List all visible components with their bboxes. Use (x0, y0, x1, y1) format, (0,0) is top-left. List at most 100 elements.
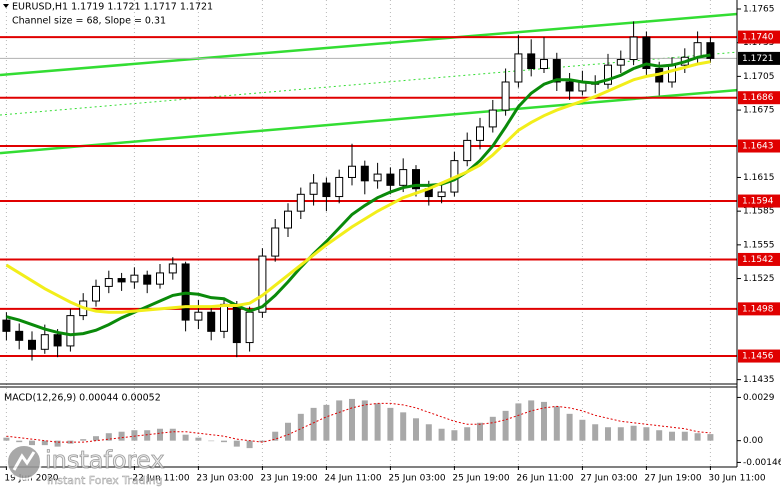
macd-bar (41, 440, 48, 446)
x-tick-label: 24 Jun 11:00 (324, 474, 381, 484)
macd-bar (157, 428, 163, 441)
candle-body (53, 334, 62, 347)
level-box (738, 252, 780, 266)
macd-title: MACD(12,26,9) 0.00044 0.00052 (4, 393, 161, 404)
macd-bar (438, 428, 445, 441)
y-tick-label: 1.1555 (743, 240, 775, 250)
y-tick-label: 1.1435 (743, 375, 775, 385)
macd-bar (387, 407, 394, 441)
candle-body (232, 303, 241, 344)
candle-body (437, 191, 446, 198)
macd-bar (477, 422, 483, 441)
macd-bar (131, 430, 138, 441)
grid (5, 0, 711, 466)
macd-bar (605, 427, 611, 441)
candle-body (540, 59, 548, 70)
macd-bar (336, 400, 343, 441)
candle-body (604, 64, 612, 85)
y-tick-label: 1.1525 (743, 274, 775, 284)
y-tick-label: 1.1765 (743, 4, 775, 14)
macd-bar (54, 440, 61, 447)
macd-bar (233, 440, 240, 447)
current-price-label: 1.1721 (742, 54, 774, 64)
macd-bar (515, 403, 522, 441)
candle-body (258, 255, 267, 313)
candle-body (220, 303, 228, 332)
candle-body (207, 311, 216, 332)
logo-icon-mark (12, 451, 36, 471)
logo-name: instaforex (45, 446, 165, 474)
candle-body (616, 59, 625, 66)
candle-body (514, 53, 523, 83)
candle-body (693, 42, 702, 58)
logo-tagline: Instant Forex Trading (47, 474, 163, 487)
y-tick-label: 1.1675 (743, 106, 775, 116)
x-tick-label: 22 Jun 11:00 (132, 474, 189, 484)
y-tick-label: 1.1705 (743, 72, 775, 82)
moving-average (6, 53, 711, 337)
macd-bar (105, 433, 112, 441)
macd-bar (182, 434, 189, 441)
macd-bar (528, 400, 535, 441)
macd-bar (221, 440, 227, 443)
macd-bar (195, 437, 202, 441)
current-price-box (738, 51, 780, 65)
macd-bar (617, 427, 624, 441)
level-label: 1.1542 (742, 255, 774, 265)
candle-body (463, 139, 472, 162)
channel-line (0, 88, 738, 155)
logo-icon (6, 444, 42, 480)
macd-bar (259, 440, 266, 443)
level-label: 1.1686 (742, 93, 774, 103)
x-tick-label: 27 Jun 19:00 (644, 474, 701, 484)
level-label: 1.1456 (742, 352, 774, 362)
macd-bar (310, 407, 317, 441)
x-tick-label: 27 Jun 03:00 (580, 474, 637, 484)
level-box (738, 194, 780, 208)
x-tick-label: 23 Jun 03:00 (196, 474, 253, 484)
macd-bar (592, 424, 599, 441)
macd-bar (144, 430, 151, 441)
macd-bar (361, 400, 368, 441)
candle-body (552, 59, 561, 83)
level-box (738, 349, 780, 363)
candle-body (527, 53, 536, 70)
macd-bar (566, 413, 573, 441)
channel-line (0, 51, 738, 116)
macd-panel (3, 398, 714, 449)
x-tick-label: 26 Jun 11:00 (516, 474, 573, 484)
level-box (738, 91, 780, 105)
candle-body (476, 126, 484, 141)
candle-body (143, 274, 152, 285)
candle-body (15, 330, 24, 341)
macd-signal (6, 402, 711, 443)
macd-bar (451, 430, 458, 441)
macd-bar (285, 422, 291, 441)
macd-bar (502, 410, 509, 441)
y-tick-label: -0.00146 (743, 458, 781, 468)
candle-body (168, 263, 177, 274)
level-box (738, 302, 780, 316)
x-tick-label: 30 Jun 11:00 (708, 474, 765, 484)
candle-body (245, 311, 254, 344)
macd-bar (707, 434, 714, 441)
macd-bar (3, 437, 10, 441)
x-tick-label: 25 Jun 19:00 (452, 474, 509, 484)
candle-body (2, 319, 11, 332)
candle-body (271, 227, 280, 257)
macd-bar (669, 431, 675, 441)
macd-bar (489, 416, 496, 441)
moving-average (5, 60, 711, 314)
level-box (738, 30, 780, 44)
candle-body (335, 176, 344, 198)
macd-bar (323, 404, 330, 441)
macd-bar (553, 406, 560, 441)
x-tick-label: 25 Jun 03:00 (388, 474, 445, 484)
level-label: 1.1740 (742, 33, 774, 43)
chart-title: EURUSD,H1 1.1719 1.1721 1.1717 1.1721 (12, 2, 213, 13)
macd-bar (93, 436, 99, 441)
candle-body (194, 311, 203, 321)
symbol-arrow (3, 4, 9, 8)
macd-bar (643, 427, 650, 441)
candle-body (642, 36, 651, 70)
